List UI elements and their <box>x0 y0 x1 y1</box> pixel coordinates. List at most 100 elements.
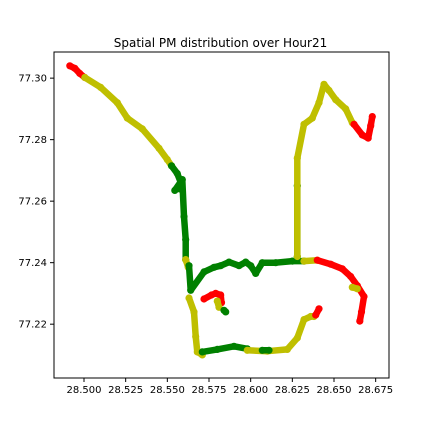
x-tick-label: 28.550 <box>150 385 185 396</box>
track-path <box>294 81 356 260</box>
pm-point <box>360 292 368 301</box>
track-segment-green <box>258 346 273 354</box>
pm-point <box>350 120 358 128</box>
pm-point <box>71 64 79 72</box>
pm-point <box>155 144 163 152</box>
pm-point <box>213 297 221 305</box>
pm-point <box>308 114 316 122</box>
pm-point <box>187 286 195 294</box>
y-tick-label: 77.28 <box>18 135 47 146</box>
pm-point <box>213 345 221 353</box>
pm-point <box>342 105 350 113</box>
pm-point <box>178 176 186 184</box>
pm-point <box>123 114 131 122</box>
pm-point <box>300 120 308 128</box>
pm-point <box>347 272 355 281</box>
pm-point <box>288 257 296 265</box>
pm-point <box>338 265 346 273</box>
pm-point <box>325 86 333 94</box>
x-tick-label: 28.625 <box>275 385 310 396</box>
pm-point <box>368 113 376 121</box>
track-segment-green <box>220 306 230 316</box>
pm-point <box>293 154 301 162</box>
track-segment-red <box>312 305 323 319</box>
pm-point <box>367 122 375 130</box>
x-tick-label: 28.525 <box>108 385 143 396</box>
y-tick-label: 77.22 <box>18 320 47 331</box>
x-tick-label: 28.675 <box>358 385 393 396</box>
x-tick-label: 28.650 <box>317 385 352 396</box>
pm-point <box>230 342 238 350</box>
y-axis: 77.22 77.24 77.26 77.28 77.30 <box>18 74 54 331</box>
chart-title: Spatial PM distribution over Hour21 <box>114 36 327 50</box>
pm-point <box>357 308 366 316</box>
pm-point <box>327 260 335 268</box>
pm-point <box>353 285 361 293</box>
pm-point <box>180 212 188 221</box>
pm-point <box>252 269 260 277</box>
pm-point <box>76 69 84 78</box>
x-tick-label: 28.600 <box>233 385 268 396</box>
pm-point <box>312 311 320 319</box>
pm-point <box>356 317 364 325</box>
track-path <box>199 343 251 356</box>
pm-point <box>198 348 206 356</box>
pm-point <box>217 262 225 270</box>
pm-point <box>200 295 208 303</box>
track-segment-red <box>200 289 226 307</box>
track-segment-yellow <box>293 80 356 261</box>
pm-point <box>171 186 179 194</box>
pm-point <box>210 263 218 271</box>
y-tick-label: 77.30 <box>18 74 47 85</box>
x-tick-label: 28.500 <box>67 385 102 396</box>
pm-point <box>243 346 251 354</box>
pm-point <box>315 99 323 107</box>
pm-point <box>315 305 323 313</box>
pm-point <box>313 256 321 264</box>
pm-point <box>258 346 266 354</box>
track-segment-yellow <box>348 283 361 293</box>
y-tick-label: 77.26 <box>18 197 47 208</box>
pm-point <box>185 294 193 302</box>
x-tick-label: 28.575 <box>192 385 227 396</box>
pm-point <box>200 268 208 276</box>
pm-point <box>222 308 230 316</box>
pm-point <box>97 83 105 91</box>
pm-point <box>358 131 366 139</box>
pm-point <box>192 332 200 341</box>
pm-point <box>320 80 328 88</box>
axes-frame <box>53 51 390 379</box>
pm-point <box>242 258 250 266</box>
pm-point <box>332 96 340 104</box>
track-segment-red <box>350 113 376 142</box>
pm-point <box>190 308 198 316</box>
pm-point <box>163 156 171 164</box>
y-tick-label: 77.24 <box>18 258 47 269</box>
pm-point <box>272 259 280 267</box>
pm-point <box>235 262 243 270</box>
pm-point <box>167 162 176 170</box>
pm-point <box>300 257 308 265</box>
pm-point <box>217 291 225 299</box>
pm-point <box>113 99 121 107</box>
pm-point <box>265 346 273 354</box>
pm-point <box>225 258 233 266</box>
pm-point <box>173 169 181 178</box>
pm-point <box>81 73 89 82</box>
pm-point <box>293 334 301 342</box>
pm-point <box>182 236 190 244</box>
pm-point <box>182 256 190 264</box>
pm-point <box>247 262 255 270</box>
pm-point <box>364 134 372 142</box>
pm-point <box>293 252 301 261</box>
pm-point <box>258 259 266 267</box>
pm-point <box>300 316 308 324</box>
track-segment-green <box>185 257 308 294</box>
pm-point <box>138 125 146 133</box>
pm-point <box>185 262 193 270</box>
chart-marks <box>66 62 376 359</box>
pm-point <box>283 345 291 353</box>
x-axis: 28.500 28.525 28.550 28.575 28.600 28.625 28.6… <box>67 378 393 396</box>
